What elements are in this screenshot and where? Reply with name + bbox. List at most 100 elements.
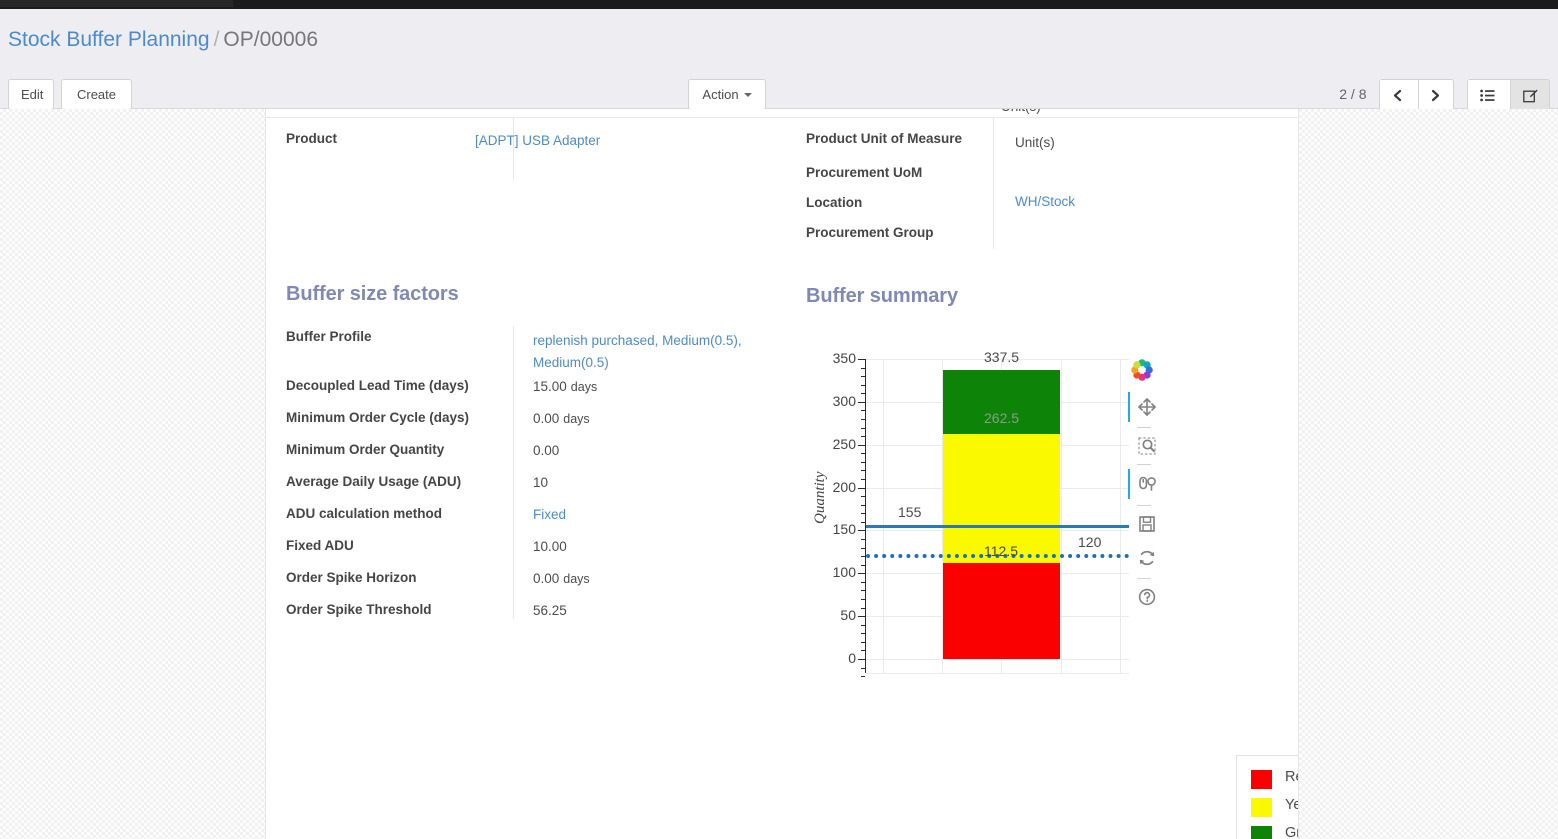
clipped-field-value: Unit(s) xyxy=(1001,109,1121,118)
field-value: 0.00 days xyxy=(533,411,590,426)
chart-minor-tick xyxy=(861,479,865,480)
chart-data-label: 120 xyxy=(1078,534,1102,551)
legend-swatch-icon xyxy=(1251,826,1272,839)
chart-reference-line xyxy=(866,525,1129,529)
form-sheet: Unit(s) Product [ADPT] USB Adapter Produ… xyxy=(265,109,1299,839)
chart-minor-tick xyxy=(861,428,865,429)
form-view-icon[interactable] xyxy=(1510,80,1549,109)
list-view-icon[interactable] xyxy=(1468,80,1507,109)
field-column-divider xyxy=(513,326,514,619)
procurement-group-label: Procurement Group xyxy=(806,225,934,240)
legend-swatch-icon xyxy=(1251,770,1272,789)
chart-y-tick-label: 350 xyxy=(832,350,856,366)
chart-gridline-vertical xyxy=(1120,359,1121,673)
chart-minor-tick xyxy=(861,650,865,651)
chart-gridline-vertical xyxy=(883,359,884,673)
field-label: Decoupled Lead Time (days) xyxy=(286,378,469,393)
field-value: 0.00 days xyxy=(533,571,590,586)
chart-major-tick xyxy=(858,616,865,617)
chart-minor-tick xyxy=(861,668,865,669)
chart-minor-tick xyxy=(861,642,865,643)
field-value-text: 0.00 xyxy=(533,443,560,458)
field-value-text: 0.00 xyxy=(533,571,560,586)
chevron-left-icon[interactable] xyxy=(1380,80,1415,109)
location-value-link[interactable]: WH/Stock xyxy=(1015,194,1076,209)
chart-minor-tick xyxy=(861,522,865,523)
chart-minor-tick xyxy=(861,462,865,463)
chart-minor-tick xyxy=(861,419,865,420)
field-row: Fixed ADU 10.00 xyxy=(286,535,786,561)
chart-data-label: 155 xyxy=(898,504,922,521)
procurement-uom-label: Procurement UoM xyxy=(806,165,923,180)
field-value-text: 10 xyxy=(533,475,549,490)
chart-minor-tick xyxy=(861,582,865,583)
field-label: Order Spike Horizon xyxy=(286,570,417,585)
product-value-link[interactable]: [ADPT] USB Adapter xyxy=(475,133,601,148)
wheel-zoom-icon[interactable] xyxy=(1132,469,1162,499)
breadcrumb-separator: / xyxy=(213,28,220,51)
chart-minor-tick xyxy=(861,548,865,549)
edit-button[interactable]: Edit xyxy=(8,79,54,110)
field-unit: days xyxy=(570,380,598,394)
chart-minor-tick xyxy=(861,565,865,566)
chart-minor-tick xyxy=(861,676,865,677)
chart-y-tick-label: 0 xyxy=(848,650,856,666)
box-zoom-icon[interactable] xyxy=(1132,431,1162,461)
field-value: 10.00 xyxy=(533,539,567,554)
field-value-text: 15.00 xyxy=(533,379,567,394)
chart-minor-tick xyxy=(861,556,865,557)
wheel-zoom-tool-active-indicator xyxy=(1128,469,1130,499)
breadcrumb-root-link[interactable]: Stock Buffer Planning xyxy=(8,28,210,51)
field-value-link[interactable]: Fixed xyxy=(533,507,567,522)
chart-y-tick-label: 150 xyxy=(832,521,856,538)
chart-bar-segment xyxy=(943,562,1060,659)
chart-plot-area xyxy=(866,359,1129,673)
chevron-right-icon[interactable] xyxy=(1417,80,1453,109)
chart-minor-tick xyxy=(861,599,865,600)
chart-major-tick xyxy=(858,659,865,660)
group-divider xyxy=(266,117,1298,118)
chart-data-label: 262.5 xyxy=(984,410,1020,426)
buffer-summary-chart: Quantity 0 50 100 150 200 250 300 350 337.5 262.… xyxy=(806,319,1298,839)
field-value-link[interactable]: replenish purchased, Medium(0.5), Medium… xyxy=(533,333,742,370)
pan-icon[interactable] xyxy=(1132,392,1162,422)
buffer-size-factors-title: Buffer size factors xyxy=(286,283,459,305)
chevron-down-icon xyxy=(743,93,752,98)
breadcrumb-current: OP/00006 xyxy=(223,28,318,51)
chart-data-label: 337.5 xyxy=(984,348,1020,365)
pager-nav-group xyxy=(1379,79,1454,112)
field-column-divider-right xyxy=(993,118,994,249)
save-icon[interactable] xyxy=(1132,509,1162,539)
chart-y-tick-label: 200 xyxy=(832,478,856,495)
chart-gridline-vertical xyxy=(942,359,943,673)
toolbar-divider xyxy=(1137,427,1151,428)
chart-minor-tick xyxy=(861,590,865,591)
chart-major-tick xyxy=(858,359,865,360)
field-row: Minimum Order Cycle (days) 0.00 days xyxy=(286,407,786,433)
field-value: replenish purchased, Medium(0.5), Medium… xyxy=(533,330,785,374)
pager-count: 2 / 8 xyxy=(1339,86,1367,102)
chart-minor-tick xyxy=(861,513,865,514)
field-value: 10 xyxy=(533,475,548,490)
reset-icon[interactable] xyxy=(1132,543,1162,573)
product-label: Product xyxy=(286,131,338,146)
field-label: Order Spike Threshold xyxy=(286,602,432,617)
field-row: Buffer Profile replenish purchased, Mediu… xyxy=(286,326,786,370)
chart-major-tick xyxy=(858,488,865,489)
help-icon[interactable] xyxy=(1132,582,1162,612)
chart-bar-segment xyxy=(943,369,1060,434)
chart-gridline-horizontal xyxy=(866,359,1129,360)
chart-y-tick-label: 250 xyxy=(832,435,856,452)
chart-axis-line xyxy=(865,359,866,673)
chart-minor-tick xyxy=(861,453,865,454)
chart-y-tick-label: 50 xyxy=(840,607,856,624)
field-label: Buffer Profile xyxy=(286,329,372,344)
field-column-divider-left xyxy=(513,118,514,180)
action-menu-button[interactable]: Action xyxy=(688,79,766,110)
bokeh-toolbar xyxy=(1128,359,1162,619)
create-button[interactable]: Create xyxy=(61,79,132,110)
field-row: Minimum Order Quantity 0.00 xyxy=(286,439,786,465)
chart-data-label: 112.5 xyxy=(984,542,1018,559)
field-row: Order Spike Horizon 0.00 days xyxy=(286,567,786,593)
buffer-summary-title: Buffer summary xyxy=(806,285,958,307)
